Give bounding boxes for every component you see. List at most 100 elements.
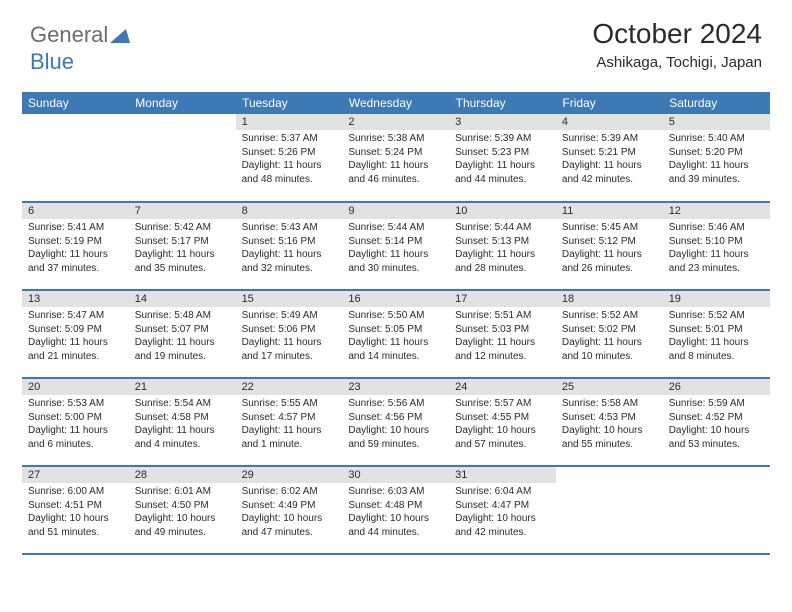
calendar-day-cell: 11Sunrise: 5:45 AMSunset: 5:12 PMDayligh… <box>556 202 663 290</box>
day-number: 25 <box>556 379 663 395</box>
day-content: Sunrise: 6:02 AMSunset: 4:49 PMDaylight:… <box>236 483 343 541</box>
day-content: Sunrise: 5:44 AMSunset: 5:13 PMDaylight:… <box>449 219 556 277</box>
sunrise-text: Sunrise: 6:04 AM <box>455 485 550 499</box>
day-number: 8 <box>236 203 343 219</box>
sunset-text: Sunset: 5:00 PM <box>28 411 123 425</box>
sunset-text: Sunset: 5:03 PM <box>455 323 550 337</box>
day-number: 6 <box>22 203 129 219</box>
sunset-text: Sunset: 5:07 PM <box>135 323 230 337</box>
day-content: Sunrise: 5:43 AMSunset: 5:16 PMDaylight:… <box>236 219 343 277</box>
day-number: 24 <box>449 379 556 395</box>
sunrise-text: Sunrise: 5:44 AM <box>455 221 550 235</box>
day-content: Sunrise: 5:48 AMSunset: 5:07 PMDaylight:… <box>129 307 236 365</box>
day-content: Sunrise: 5:42 AMSunset: 5:17 PMDaylight:… <box>129 219 236 277</box>
sunset-text: Sunset: 4:50 PM <box>135 499 230 513</box>
day-content: Sunrise: 5:44 AMSunset: 5:14 PMDaylight:… <box>342 219 449 277</box>
day-number: 28 <box>129 467 236 483</box>
calendar-day-cell: 1Sunrise: 5:37 AMSunset: 5:26 PMDaylight… <box>236 114 343 202</box>
calendar-day-cell: 14Sunrise: 5:48 AMSunset: 5:07 PMDayligh… <box>129 290 236 378</box>
daylight-text: Daylight: 11 hours and 17 minutes. <box>242 336 337 363</box>
day-number: 16 <box>342 291 449 307</box>
daylight-text: Daylight: 11 hours and 1 minute. <box>242 424 337 451</box>
weekday-header: Monday <box>129 92 236 114</box>
day-content: Sunrise: 5:47 AMSunset: 5:09 PMDaylight:… <box>22 307 129 365</box>
day-content: Sunrise: 5:39 AMSunset: 5:23 PMDaylight:… <box>449 130 556 188</box>
calendar-day-cell: 21Sunrise: 5:54 AMSunset: 4:58 PMDayligh… <box>129 378 236 466</box>
day-number: 2 <box>342 114 449 130</box>
calendar-day-cell: 22Sunrise: 5:55 AMSunset: 4:57 PMDayligh… <box>236 378 343 466</box>
weekday-header: Thursday <box>449 92 556 114</box>
sunrise-text: Sunrise: 5:41 AM <box>28 221 123 235</box>
logo-text1: General <box>30 22 108 47</box>
month-title: October 2024 <box>592 18 762 50</box>
sunrise-text: Sunrise: 5:44 AM <box>348 221 443 235</box>
daylight-text: Daylight: 11 hours and 6 minutes. <box>28 424 123 451</box>
daylight-text: Daylight: 11 hours and 44 minutes. <box>455 159 550 186</box>
calendar-week-row: 13Sunrise: 5:47 AMSunset: 5:09 PMDayligh… <box>22 290 770 378</box>
sunset-text: Sunset: 4:56 PM <box>348 411 443 425</box>
day-number: 11 <box>556 203 663 219</box>
sunrise-text: Sunrise: 5:54 AM <box>135 397 230 411</box>
sunrise-text: Sunrise: 5:59 AM <box>669 397 764 411</box>
sunrise-text: Sunrise: 5:42 AM <box>135 221 230 235</box>
day-number: 29 <box>236 467 343 483</box>
calendar-day-cell: 5Sunrise: 5:40 AMSunset: 5:20 PMDaylight… <box>663 114 770 202</box>
day-number: 19 <box>663 291 770 307</box>
sunset-text: Sunset: 5:16 PM <box>242 235 337 249</box>
day-content: Sunrise: 5:46 AMSunset: 5:10 PMDaylight:… <box>663 219 770 277</box>
sunrise-text: Sunrise: 6:03 AM <box>348 485 443 499</box>
day-number: 10 <box>449 203 556 219</box>
calendar-day-cell: 19Sunrise: 5:52 AMSunset: 5:01 PMDayligh… <box>663 290 770 378</box>
calendar-day-cell: 28Sunrise: 6:01 AMSunset: 4:50 PMDayligh… <box>129 466 236 554</box>
sunset-text: Sunset: 4:57 PM <box>242 411 337 425</box>
sunrise-text: Sunrise: 5:55 AM <box>242 397 337 411</box>
day-number: 23 <box>342 379 449 395</box>
sunset-text: Sunset: 5:26 PM <box>242 146 337 160</box>
calendar-day-cell: 6Sunrise: 5:41 AMSunset: 5:19 PMDaylight… <box>22 202 129 290</box>
calendar-day-cell: 24Sunrise: 5:57 AMSunset: 4:55 PMDayligh… <box>449 378 556 466</box>
sunset-text: Sunset: 5:17 PM <box>135 235 230 249</box>
calendar-day-cell: 18Sunrise: 5:52 AMSunset: 5:02 PMDayligh… <box>556 290 663 378</box>
day-number: 14 <box>129 291 236 307</box>
day-content: Sunrise: 5:37 AMSunset: 5:26 PMDaylight:… <box>236 130 343 188</box>
sunset-text: Sunset: 5:09 PM <box>28 323 123 337</box>
daylight-text: Daylight: 11 hours and 23 minutes. <box>669 248 764 275</box>
day-number: 31 <box>449 467 556 483</box>
daylight-text: Daylight: 11 hours and 19 minutes. <box>135 336 230 363</box>
sunset-text: Sunset: 4:48 PM <box>348 499 443 513</box>
daylight-text: Daylight: 10 hours and 55 minutes. <box>562 424 657 451</box>
logo-triangle-icon <box>110 23 130 49</box>
daylight-text: Daylight: 11 hours and 42 minutes. <box>562 159 657 186</box>
header: October 2024 Ashikaga, Tochigi, Japan <box>592 18 762 71</box>
sunset-text: Sunset: 5:20 PM <box>669 146 764 160</box>
sunrise-text: Sunrise: 5:58 AM <box>562 397 657 411</box>
sunset-text: Sunset: 5:01 PM <box>669 323 764 337</box>
day-content: Sunrise: 5:45 AMSunset: 5:12 PMDaylight:… <box>556 219 663 277</box>
sunrise-text: Sunrise: 5:40 AM <box>669 132 764 146</box>
day-content: Sunrise: 5:50 AMSunset: 5:05 PMDaylight:… <box>342 307 449 365</box>
sunset-text: Sunset: 5:24 PM <box>348 146 443 160</box>
calendar-day-cell <box>556 466 663 554</box>
day-content: Sunrise: 6:00 AMSunset: 4:51 PMDaylight:… <box>22 483 129 541</box>
day-content: Sunrise: 6:01 AMSunset: 4:50 PMDaylight:… <box>129 483 236 541</box>
daylight-text: Daylight: 10 hours and 44 minutes. <box>348 512 443 539</box>
day-number: 21 <box>129 379 236 395</box>
sunrise-text: Sunrise: 5:47 AM <box>28 309 123 323</box>
calendar-week-row: 20Sunrise: 5:53 AMSunset: 5:00 PMDayligh… <box>22 378 770 466</box>
daylight-text: Daylight: 10 hours and 47 minutes. <box>242 512 337 539</box>
calendar-day-cell: 31Sunrise: 6:04 AMSunset: 4:47 PMDayligh… <box>449 466 556 554</box>
calendar-day-cell: 7Sunrise: 5:42 AMSunset: 5:17 PMDaylight… <box>129 202 236 290</box>
sunrise-text: Sunrise: 5:43 AM <box>242 221 337 235</box>
weekday-header: Tuesday <box>236 92 343 114</box>
sunrise-text: Sunrise: 5:37 AM <box>242 132 337 146</box>
day-number: 20 <box>22 379 129 395</box>
daylight-text: Daylight: 11 hours and 37 minutes. <box>28 248 123 275</box>
day-content: Sunrise: 5:55 AMSunset: 4:57 PMDaylight:… <box>236 395 343 453</box>
calendar-day-cell: 30Sunrise: 6:03 AMSunset: 4:48 PMDayligh… <box>342 466 449 554</box>
sunset-text: Sunset: 4:53 PM <box>562 411 657 425</box>
day-content: Sunrise: 5:38 AMSunset: 5:24 PMDaylight:… <box>342 130 449 188</box>
sunset-text: Sunset: 5:14 PM <box>348 235 443 249</box>
calendar-day-cell: 4Sunrise: 5:39 AMSunset: 5:21 PMDaylight… <box>556 114 663 202</box>
day-content: Sunrise: 5:52 AMSunset: 5:02 PMDaylight:… <box>556 307 663 365</box>
sunrise-text: Sunrise: 5:51 AM <box>455 309 550 323</box>
